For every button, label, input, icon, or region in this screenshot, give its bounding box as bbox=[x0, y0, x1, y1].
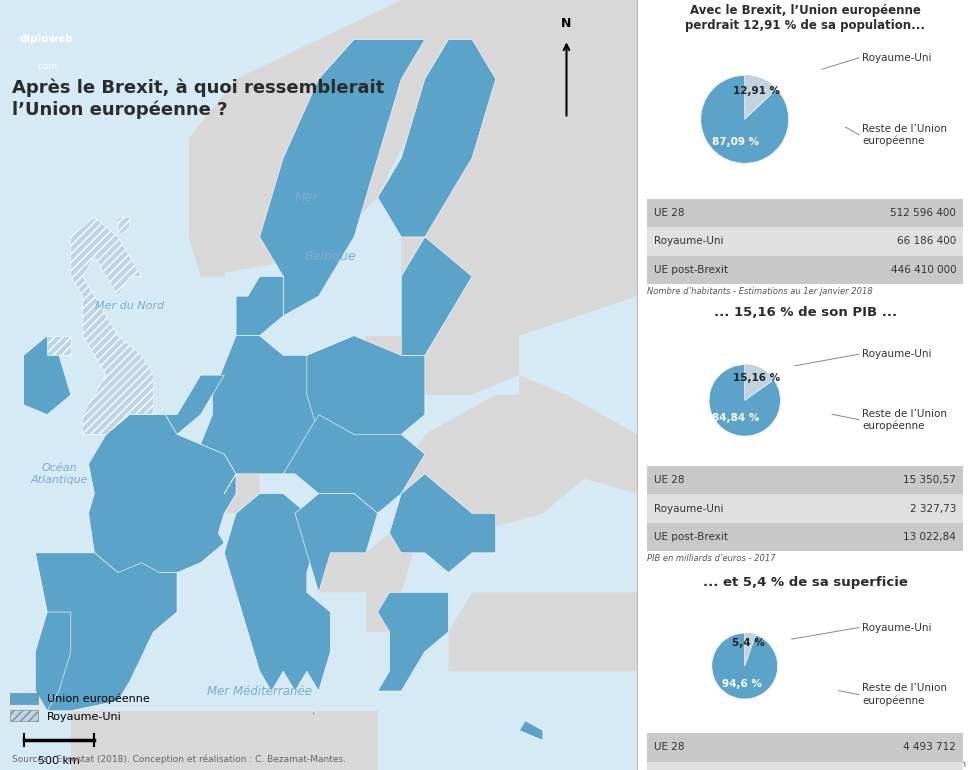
Polygon shape bbox=[71, 711, 378, 770]
Text: Royaume-Uni: Royaume-Uni bbox=[862, 53, 932, 62]
Polygon shape bbox=[401, 0, 637, 336]
Text: UE 28: UE 28 bbox=[654, 475, 685, 485]
Text: Baltique: Baltique bbox=[305, 250, 356, 263]
Polygon shape bbox=[401, 237, 472, 356]
Text: 15 350,57: 15 350,57 bbox=[903, 475, 956, 485]
Bar bbox=[647, 762, 963, 770]
Wedge shape bbox=[709, 365, 780, 436]
Text: 66 186 400: 66 186 400 bbox=[897, 236, 956, 246]
Text: 512 596 400: 512 596 400 bbox=[890, 208, 956, 218]
Text: UE 28: UE 28 bbox=[654, 208, 685, 218]
Polygon shape bbox=[389, 474, 495, 573]
Bar bbox=[647, 733, 963, 762]
Text: ... 15,16 % de son PIB ...: ... 15,16 % de son PIB ... bbox=[713, 306, 897, 319]
Text: 15,16 %: 15,16 % bbox=[733, 373, 779, 383]
Text: Sources : Eurostat (2018). Conception et réalisation : C. Bezamat-Mantes.: Sources : Eurostat (2018). Conception et… bbox=[12, 755, 345, 764]
Wedge shape bbox=[744, 633, 756, 666]
Text: Reste de l’Union
européenne: Reste de l’Union européenne bbox=[862, 409, 948, 430]
Polygon shape bbox=[378, 592, 449, 691]
Wedge shape bbox=[712, 633, 777, 699]
Text: 87,09 %: 87,09 % bbox=[711, 136, 759, 146]
Wedge shape bbox=[744, 365, 774, 400]
Text: Royaume-Uni: Royaume-Uni bbox=[654, 504, 724, 514]
Legend: Union européenne, Royaume-Uni: Union européenne, Royaume-Uni bbox=[6, 688, 154, 726]
Wedge shape bbox=[744, 75, 776, 119]
Polygon shape bbox=[401, 395, 590, 533]
Bar bbox=[647, 466, 963, 494]
Polygon shape bbox=[319, 553, 378, 592]
Polygon shape bbox=[71, 217, 154, 434]
Text: © Septembre 2018 - C. Bezamat-Mantes / Diploweb.com: © Septembre 2018 - C. Bezamat-Mantes / D… bbox=[720, 760, 966, 769]
Polygon shape bbox=[23, 336, 71, 414]
Text: UE post-Brexit: UE post-Brexit bbox=[654, 532, 728, 542]
Polygon shape bbox=[224, 494, 331, 691]
Text: 13 022,84: 13 022,84 bbox=[903, 532, 956, 542]
Text: 2 327,73: 2 327,73 bbox=[910, 504, 956, 514]
Polygon shape bbox=[366, 336, 401, 356]
Polygon shape bbox=[200, 336, 319, 474]
Bar bbox=[647, 199, 963, 227]
Text: 5,4 %: 5,4 % bbox=[733, 638, 765, 648]
Text: 12,91 %: 12,91 % bbox=[734, 86, 780, 96]
Text: PIB en milliards d’euros - 2017: PIB en milliards d’euros - 2017 bbox=[647, 554, 776, 564]
Bar bbox=[647, 494, 963, 523]
Polygon shape bbox=[260, 39, 425, 316]
Polygon shape bbox=[165, 375, 224, 434]
Text: Royaume-Uni: Royaume-Uni bbox=[862, 623, 932, 632]
Polygon shape bbox=[520, 375, 637, 494]
Text: 4 493 712: 4 493 712 bbox=[903, 742, 956, 752]
Polygon shape bbox=[35, 553, 177, 711]
Polygon shape bbox=[35, 612, 71, 711]
Polygon shape bbox=[311, 711, 314, 715]
Polygon shape bbox=[306, 336, 425, 454]
Wedge shape bbox=[701, 75, 789, 163]
Polygon shape bbox=[366, 592, 389, 632]
Bar bbox=[647, 523, 963, 551]
Text: ... et 5,4 % de sa superficie: ... et 5,4 % de sa superficie bbox=[703, 576, 908, 588]
Text: Royaume-Uni: Royaume-Uni bbox=[654, 236, 724, 246]
Bar bbox=[647, 256, 963, 284]
Text: Océan
Atlantique: Océan Atlantique bbox=[30, 463, 88, 484]
Text: Après le Brexit, à quoi ressemblerait
l’Union européenne ?: Après le Brexit, à quoi ressemblerait l’… bbox=[12, 79, 384, 119]
Polygon shape bbox=[283, 414, 425, 514]
Polygon shape bbox=[189, 0, 472, 276]
Text: 84,84 %: 84,84 % bbox=[712, 413, 759, 423]
Polygon shape bbox=[472, 474, 495, 514]
Polygon shape bbox=[89, 414, 236, 573]
Polygon shape bbox=[48, 336, 71, 356]
Text: Mer du Nord: Mer du Nord bbox=[95, 301, 164, 311]
Polygon shape bbox=[295, 494, 378, 592]
Polygon shape bbox=[378, 39, 495, 237]
Polygon shape bbox=[189, 178, 236, 276]
Polygon shape bbox=[118, 217, 129, 237]
Text: Mer Méditerranée: Mer Méditerranée bbox=[207, 685, 312, 698]
Text: Reste de l’Union
européenne: Reste de l’Union européenne bbox=[862, 124, 948, 146]
Text: UE post-Brexit: UE post-Brexit bbox=[654, 265, 728, 275]
Polygon shape bbox=[449, 592, 637, 671]
Bar bbox=[647, 227, 963, 256]
Polygon shape bbox=[236, 276, 283, 336]
Text: 446 410 000: 446 410 000 bbox=[890, 265, 956, 275]
Text: Reste de l’Union
européenne: Reste de l’Union européenne bbox=[862, 684, 948, 705]
Polygon shape bbox=[71, 711, 142, 770]
Text: UE 28: UE 28 bbox=[654, 742, 685, 752]
Polygon shape bbox=[425, 316, 520, 395]
Polygon shape bbox=[520, 721, 543, 741]
Text: 500 km: 500 km bbox=[38, 756, 80, 766]
Polygon shape bbox=[366, 533, 414, 592]
Text: Royaume-Uni: Royaume-Uni bbox=[862, 350, 932, 359]
Text: diploweb: diploweb bbox=[19, 35, 73, 44]
Polygon shape bbox=[212, 474, 260, 514]
Text: N: N bbox=[561, 17, 572, 29]
Text: Avec le Brexit, l’Union européenne
perdrait 12,91 % de sa population...: Avec le Brexit, l’Union européenne perdr… bbox=[685, 4, 925, 32]
Text: Mer: Mer bbox=[295, 191, 319, 204]
Text: Nombre d’habitants - Estimations au 1er janvier 2018: Nombre d’habitants - Estimations au 1er … bbox=[647, 287, 873, 296]
Text: .com: .com bbox=[35, 62, 57, 72]
Text: 94,6 %: 94,6 % bbox=[722, 679, 762, 689]
